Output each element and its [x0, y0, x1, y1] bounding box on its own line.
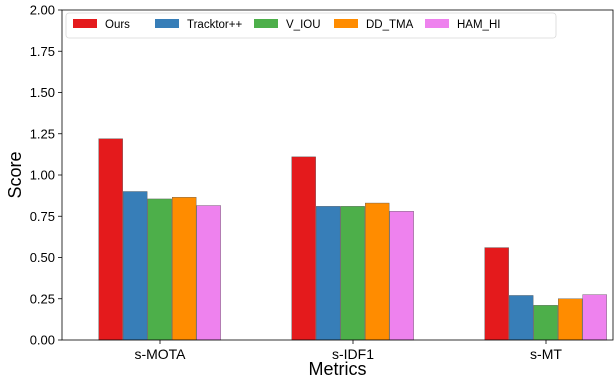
legend-label: Tracktor++ — [187, 19, 242, 31]
y-tick-label: 2.00 — [30, 3, 55, 18]
legend-label: Ours — [105, 19, 130, 31]
x-tick-label: s-IDF1 — [332, 346, 374, 362]
legend-swatch — [425, 19, 449, 28]
x-tick-label: s-MOTA — [134, 346, 186, 362]
bar-ours-s-idf1 — [291, 156, 316, 341]
bar-dd-tma-s-idf1 — [365, 202, 390, 341]
y-axis-title: Score — [5, 151, 25, 198]
y-tick-label: 0.50 — [30, 250, 55, 265]
bar-dd-tma-s-mota — [172, 197, 197, 341]
y-axis: 0.00 0.25 0.50 0.75 1.00 1.25 1.50 1.75 2.00 — [30, 3, 62, 348]
legend-label: DD_TMA — [366, 19, 414, 31]
y-tick-label: 0.75 — [30, 209, 55, 224]
legend: Ours Tracktor++ V_IOU DD_TMA HAM_HI — [65, 12, 557, 39]
y-tick-label: 1.75 — [30, 44, 55, 59]
bar-ham-hi-s-idf1 — [389, 211, 414, 341]
bar-v-iou-s-mt — [533, 305, 558, 341]
legend-swatch — [155, 19, 179, 28]
legend-label: HAM_HI — [457, 19, 500, 31]
y-tick-label: 0.25 — [30, 291, 55, 306]
bar-ours-s-mota — [98, 138, 123, 341]
bar-tracktor--s-idf1 — [316, 206, 341, 341]
y-tick-label: 1.00 — [30, 168, 55, 183]
y-tick-label: 0.00 — [30, 333, 55, 348]
legend-swatch — [73, 19, 97, 28]
bar-tracktor--s-mota — [123, 191, 148, 341]
legend-swatch — [334, 19, 358, 28]
bar-tracktor--s-mt — [509, 295, 534, 341]
plot-frame — [61, 9, 614, 341]
x-tick-label: s-MT — [530, 346, 562, 362]
bar-v-iou-s-mota — [147, 198, 172, 341]
x-axis: s-MOTA s-IDF1 s-MT — [134, 340, 562, 362]
x-axis-title: Metrics — [309, 359, 367, 377]
legend-label: V_IOU — [286, 19, 321, 31]
bar-dd-tma-s-mt — [558, 298, 583, 341]
bars-group — [98, 138, 607, 341]
bar-ham-hi-s-mt — [582, 294, 607, 341]
bar-ours-s-mt — [484, 247, 509, 341]
legend-swatch — [254, 19, 278, 28]
y-tick-label: 1.25 — [30, 126, 55, 141]
y-tick-label: 1.50 — [30, 85, 55, 100]
bar-ham-hi-s-mota — [196, 205, 221, 341]
bar-v-iou-s-idf1 — [340, 206, 365, 341]
